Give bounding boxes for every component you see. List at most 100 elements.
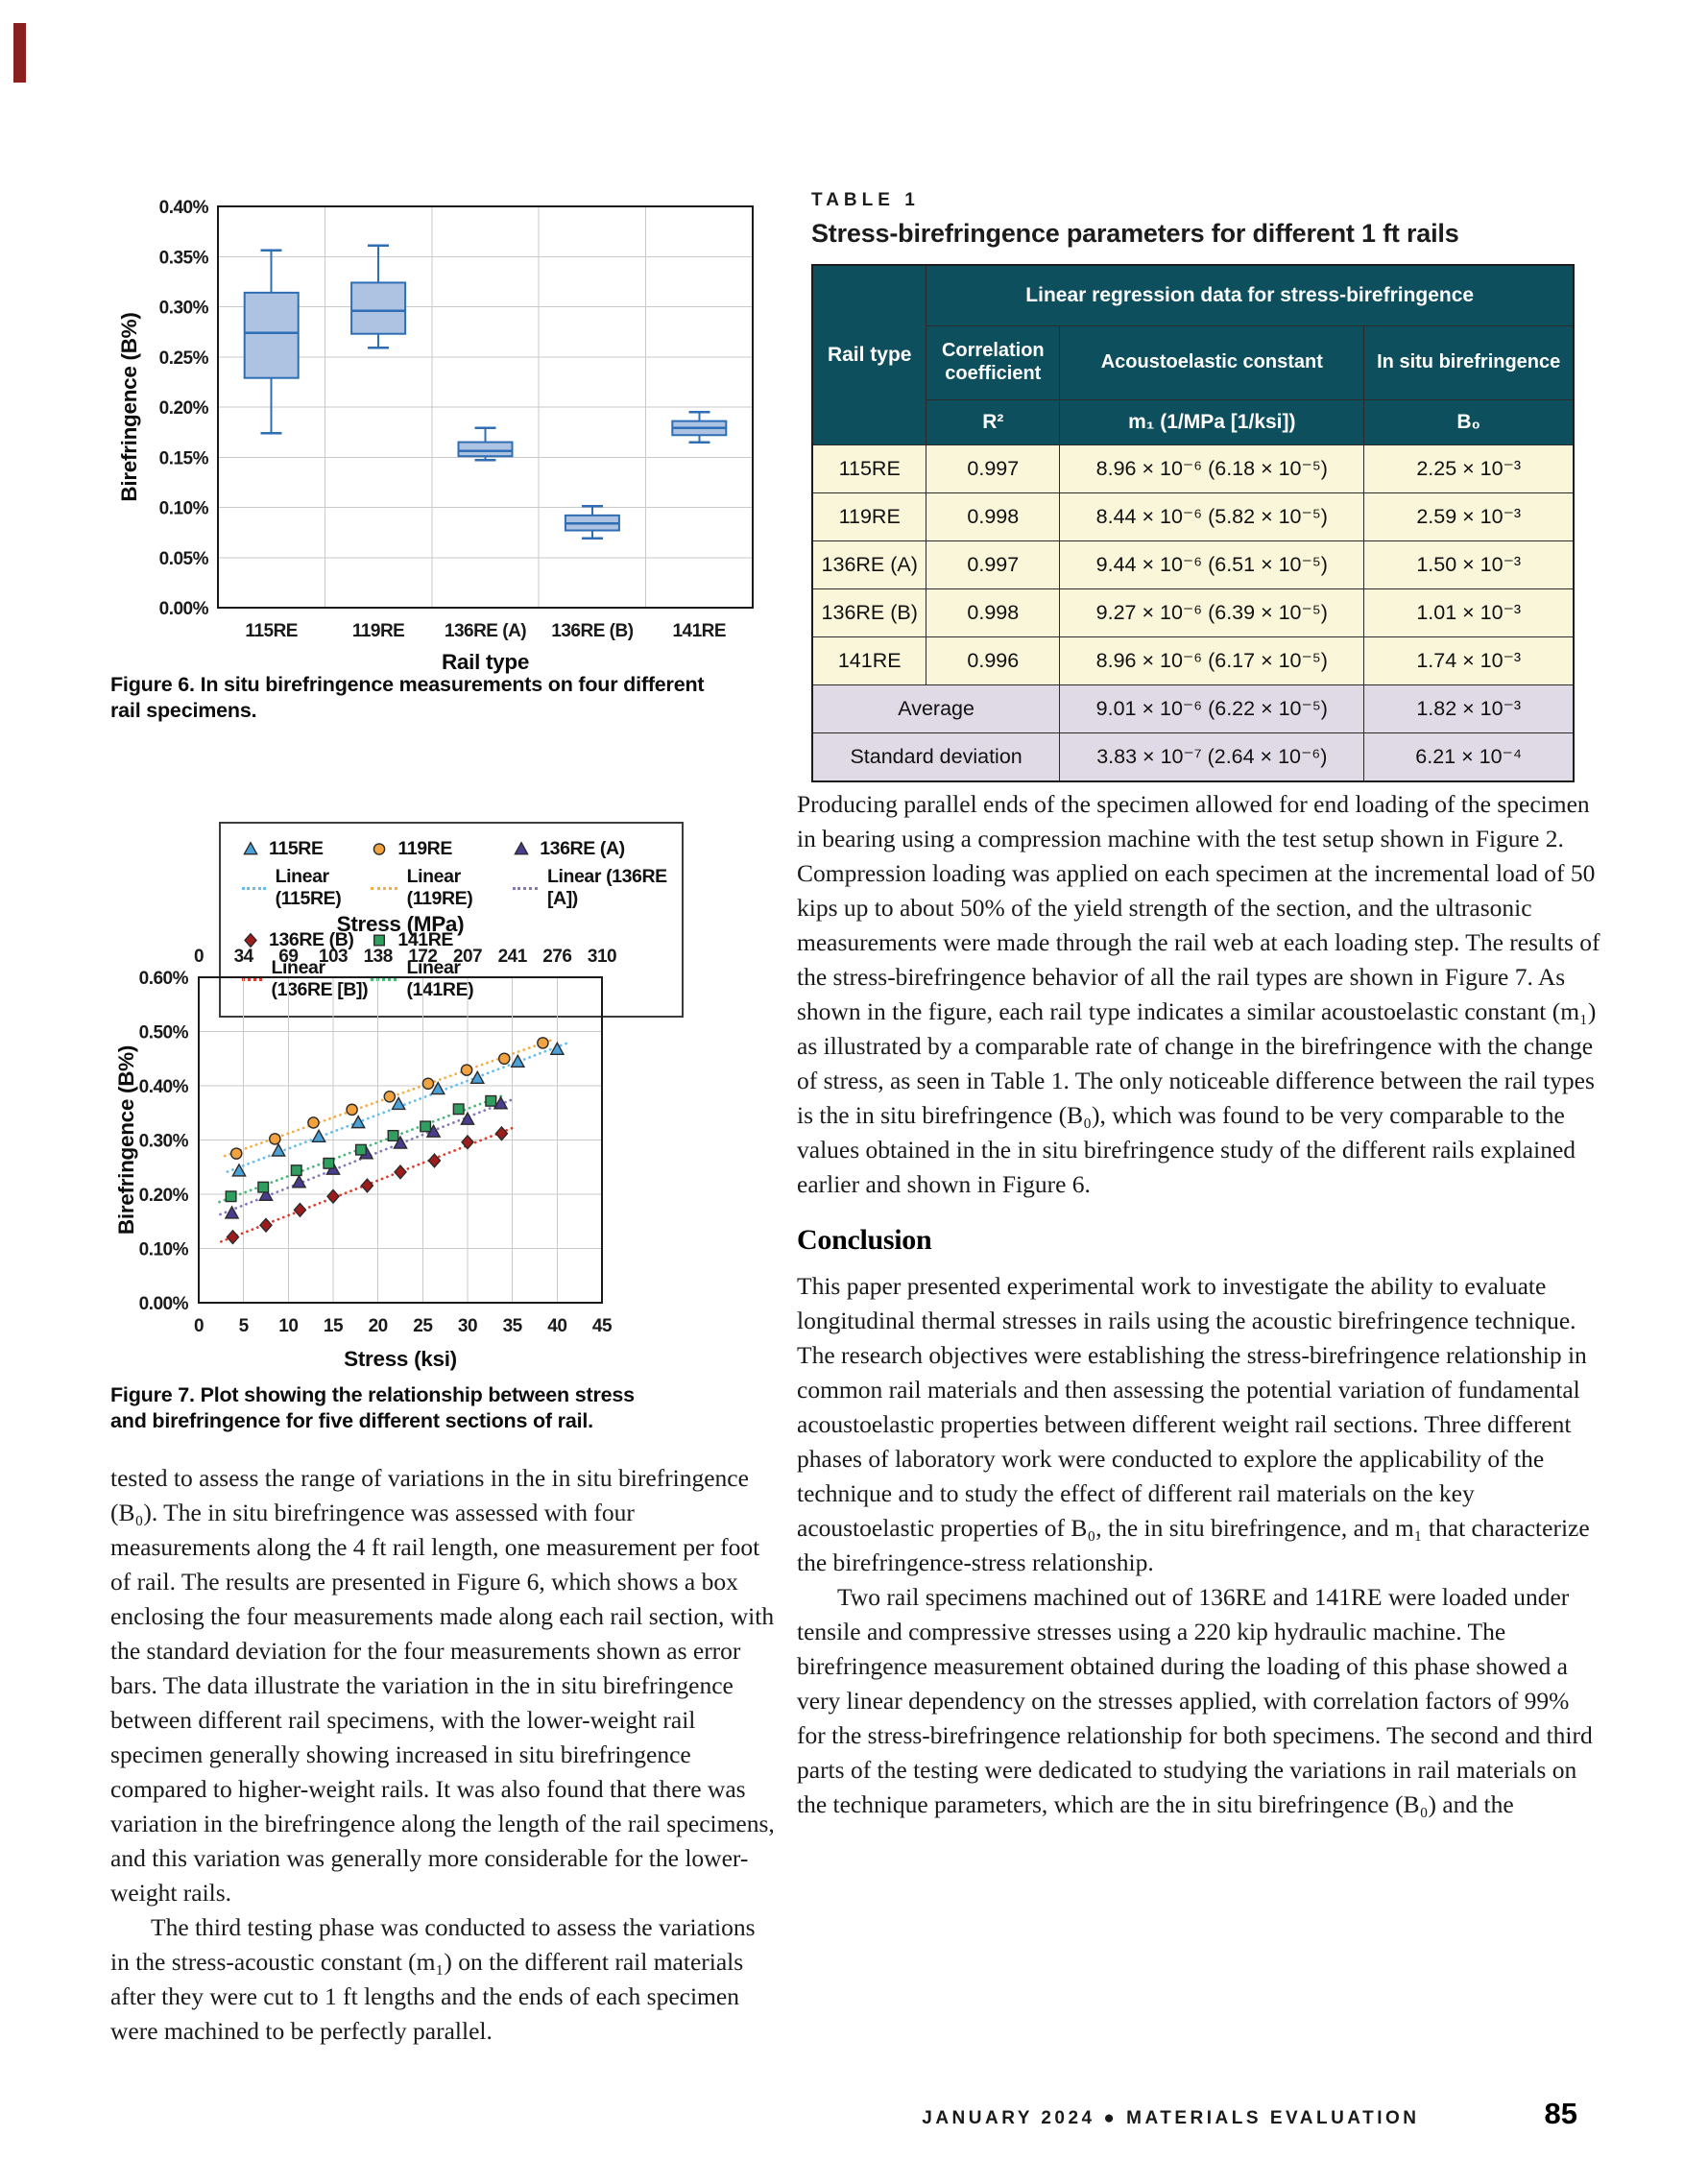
table-cell: 1.01 × 10⁻³ [1363,588,1575,637]
table-row: 115RE 0.997 8.96 × 10⁻⁶ (6.18 × 10⁻⁵) 2.25 … [811,444,1575,493]
table-cell: 0.997 [926,540,1061,589]
legend-trendline-label: Linear (136RE [A]) [546,866,667,909]
svg-text:0.10%: 0.10% [159,499,209,519]
legend-trendline-label: Linear (115RE) [275,866,342,909]
svg-text:136RE (A): 136RE (A) [445,621,526,641]
table-cell: 141RE [811,636,927,685]
svg-text:45: 45 [592,1316,613,1336]
svg-text:0.20%: 0.20% [139,1186,189,1206]
diamond-marker-icon [244,932,257,948]
table-cell: 8.96 × 10⁻⁶ (6.18 × 10⁻⁵) [1059,444,1365,493]
table-cell: 0.997 [926,444,1061,493]
table-cell: Standard deviation [811,732,1061,782]
svg-text:Birefringence (B%): Birefringence (B%) [117,312,141,501]
body-paragraph: tested to assess the range of variations… [110,1464,775,1907]
header-rail-type: Rail type [811,264,927,445]
svg-text:0.10%: 0.10% [139,1240,189,1260]
figure6-caption: Figure 6. In situ birefringence measurem… [110,673,705,722]
legend-trendline-label: Linear (141RE) [406,957,474,1000]
svg-text:35: 35 [503,1316,523,1336]
svg-text:0.25%: 0.25% [159,348,209,369]
table-cell: 115RE [811,444,927,493]
table-cell: 136RE (B) [811,588,927,637]
svg-text:15: 15 [324,1316,344,1336]
footer-journal-line: JANUARY 2024 ● MATERIALS EVALUATION [922,2108,1420,2128]
svg-text:25: 25 [413,1316,433,1336]
legend-item: 119RE Linear (119RE) [371,838,513,910]
table-cell: 119RE [811,492,927,541]
right-column: Producing parallel ends of the specimen … [797,787,1601,1822]
svg-text:0.40%: 0.40% [159,198,209,218]
table-cell: 2.59 × 10⁻³ [1363,492,1575,541]
table-cell: 9.44 × 10⁻⁶ (6.51 × 10⁻⁵) [1059,540,1365,589]
legend-item: 136RE (B) Linear (136RE [B]) [242,929,371,1001]
svg-text:20: 20 [369,1316,388,1336]
triangle-marker-icon [514,841,530,855]
table-summary-row: Standard deviation 3.83 × 10⁻⁷ (2.64 × 10… [811,732,1575,782]
table-cell: 136RE (A) [811,540,927,589]
table-cell: 0.998 [926,492,1061,541]
header-correlation: Correlation coefficient [926,325,1061,400]
legend-series-label: 119RE [397,838,452,859]
table-cell: Average [811,684,1061,733]
legend-series-label: 141RE [397,929,454,950]
table-cell: 8.44 × 10⁻⁶ (5.82 × 10⁻⁵) [1059,492,1365,541]
page-edge-accent-bar [13,23,26,83]
legend-trendline-swatch [371,977,397,981]
table1-block: TABLE 1 Stress-birefringence parameters … [811,190,1575,782]
table-cell: 3.83 × 10⁻⁷ (2.64 × 10⁻⁶) [1059,732,1365,782]
table-cell: 6.21 × 10⁻⁴ [1363,732,1575,782]
svg-text:30: 30 [458,1316,477,1336]
figure7-scatter-chart: 0 0 5 34 10 69 15 103 20 138 25 172 30 207 35 241 40 276 4… [114,912,617,1371]
svg-text:115RE: 115RE [245,621,298,641]
svg-text:0.50%: 0.50% [139,1023,189,1044]
svg-text:0.35%: 0.35% [159,248,209,268]
left-column: tested to assess the range of variations… [110,1461,777,2049]
table-summary-row: Average 9.01 × 10⁻⁶ (6.22 × 10⁻⁵) 1.82 × 1… [811,684,1575,733]
svg-text:0.15%: 0.15% [159,448,209,468]
conclusion-heading: Conclusion [797,1224,932,1256]
table-cell: 9.01 × 10⁻⁶ (6.22 × 10⁻⁵) [1059,684,1365,733]
svg-text:34: 34 [234,947,254,967]
header-acoustoelastic: Acoustoelastic constant [1059,325,1365,400]
table-row: 136RE (A) 0.997 9.44 × 10⁻⁶ (6.51 × 10⁻⁵) 1… [811,540,1575,589]
legend-item: 141RE Linear (141RE) [371,929,513,1001]
svg-text:Stress (ksi): Stress (ksi) [344,1347,457,1371]
table1-body: 115RE 0.997 8.96 × 10⁻⁶ (6.18 × 10⁻⁵) 2.25 … [811,444,1575,782]
header-unit-b0: B₀ [1363,399,1575,445]
legend-trendline-swatch [242,977,262,981]
fig7-legend: 115RE Linear (115RE) 119RE Linear (119RE) 13… [219,822,684,1018]
body-paragraph: Two rail specimens machined out of 136RE… [797,1583,1593,1818]
header-group: Linear regression data for stress-birefr… [926,264,1575,326]
svg-text:207: 207 [453,947,482,967]
legend-series-label: 115RE [269,838,324,859]
body-paragraph: The third testing phase was conducted to… [110,1913,756,2045]
svg-text:0: 0 [194,947,204,967]
legend-series-label: 136RE (A) [540,838,625,859]
table-cell: 1.74 × 10⁻³ [1363,636,1575,685]
svg-text:0.30%: 0.30% [139,1132,189,1152]
svg-text:5: 5 [239,1316,250,1336]
table-cell: 2.25 × 10⁻³ [1363,444,1575,493]
table-cell: 0.996 [926,636,1061,685]
legend-trendline-swatch [242,886,266,890]
svg-text:119RE: 119RE [352,621,405,641]
header-unit-m1: m₁ (1/MPa [1/ksi]) [1059,399,1365,445]
table-row: 136RE (B) 0.998 9.27 × 10⁻⁶ (6.39 × 10⁻⁵) 1… [811,588,1575,637]
svg-text:138: 138 [364,947,393,967]
svg-text:0.05%: 0.05% [159,549,209,569]
footer-page-number: 85 [1544,2097,1577,2130]
header-unit-r2: R² [926,399,1061,445]
svg-text:0.00%: 0.00% [159,599,209,619]
table-cell: 0.998 [926,588,1061,637]
svg-text:10: 10 [278,1316,298,1336]
legend-trendline-swatch [513,886,538,890]
circle-marker-icon [373,843,386,855]
table1-title: Stress-birefringence parameters for diff… [811,219,1459,248]
table-cell: 1.50 × 10⁻³ [1363,540,1575,589]
svg-text:136RE (B): 136RE (B) [551,621,633,641]
svg-text:241: 241 [498,947,528,967]
svg-text:0.00%: 0.00% [139,1294,189,1314]
triangle-marker-icon [243,841,258,855]
